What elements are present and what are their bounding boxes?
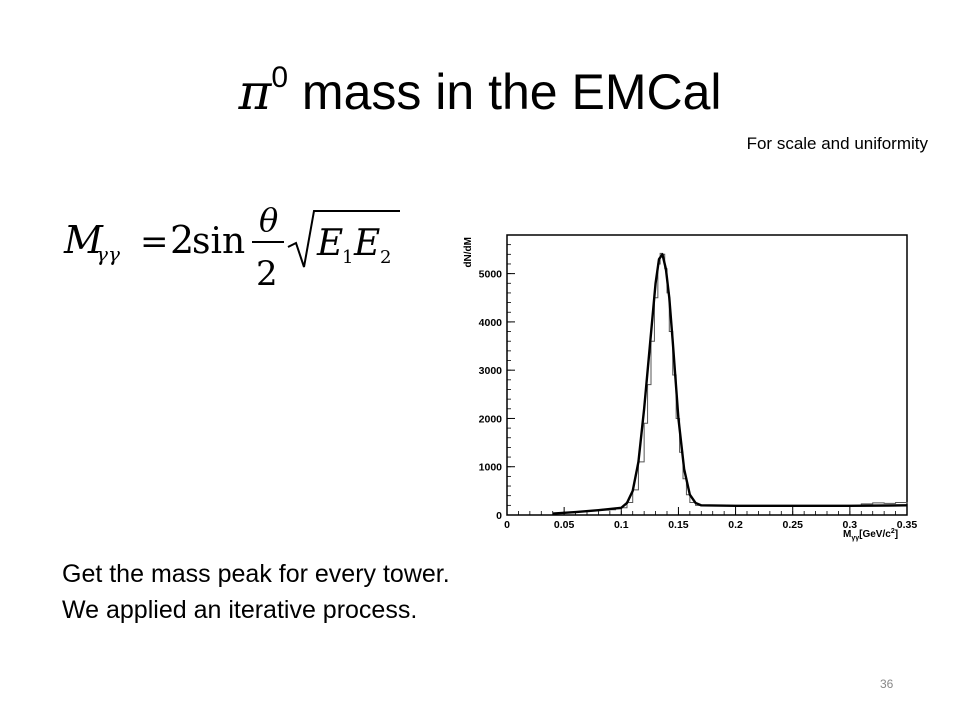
sqrt-sign (287, 210, 400, 268)
formula-e1-sub: 1 (342, 247, 353, 268)
scale-note: For scale and uniformity (746, 134, 928, 153)
formula-e1: E (316, 223, 343, 264)
formula-lhs: M (63, 218, 104, 262)
page-number: 36 (880, 677, 894, 691)
y-tick-label: 5000 (479, 269, 503, 281)
y-axis-label: dN/dM (463, 237, 474, 268)
y-tick-label: 1000 (479, 462, 503, 474)
mass-formula: M γγ = 2 sin θ 2 E 1 E 2 (63, 205, 400, 294)
formula-numerator: θ (259, 205, 278, 239)
formula-lhs-sub: γγ (96, 242, 120, 266)
x-tick-label: 0.1 (614, 519, 629, 531)
body-line-1: Get the mass peak for every tower. (62, 560, 450, 588)
formula-func: sin (192, 221, 245, 262)
x-axis-label: Mγγ[GeV/c2] (843, 528, 898, 542)
x-tick-label: 0 (504, 519, 510, 531)
slide-title: π0 mass in the EMCal (0, 62, 960, 122)
formula-coef: 2 (170, 218, 194, 262)
plot-frame (506, 234, 908, 516)
fit-curve-series (552, 253, 908, 515)
formula-denominator: 2 (256, 254, 278, 294)
x-tick-label: 0.15 (668, 519, 689, 531)
y-tick-label: 3000 (479, 365, 503, 377)
y-tick-label: 2000 (479, 413, 503, 425)
y-tick-label: 0 (496, 510, 502, 522)
title-text: mass in the EMCal (288, 64, 722, 120)
x-tick-label: 0.3 (843, 519, 858, 531)
mass-histogram: 0 0.05 0.1 0.15 0.2 0.25 0.3 0.35 0 1000 2000 3000… (463, 234, 918, 542)
title-pi-symbol: π (238, 63, 272, 121)
body-line-2: We applied an iterative process. (62, 596, 418, 624)
x-tick-label: 0.25 (782, 519, 803, 531)
x-tick-label: 0.2 (728, 519, 743, 531)
x-tick-label: 0.35 (897, 519, 918, 531)
body-text: Get the mass peak for every tower. We ap… (62, 556, 450, 628)
formula-e2-sub: 2 (380, 247, 391, 268)
title-superscript: 0 (271, 61, 289, 95)
x-tick-label: 0.05 (554, 519, 575, 531)
formula-e2: E (353, 223, 380, 264)
formula-equals: = (140, 222, 169, 262)
y-tick-label: 4000 (479, 317, 503, 329)
